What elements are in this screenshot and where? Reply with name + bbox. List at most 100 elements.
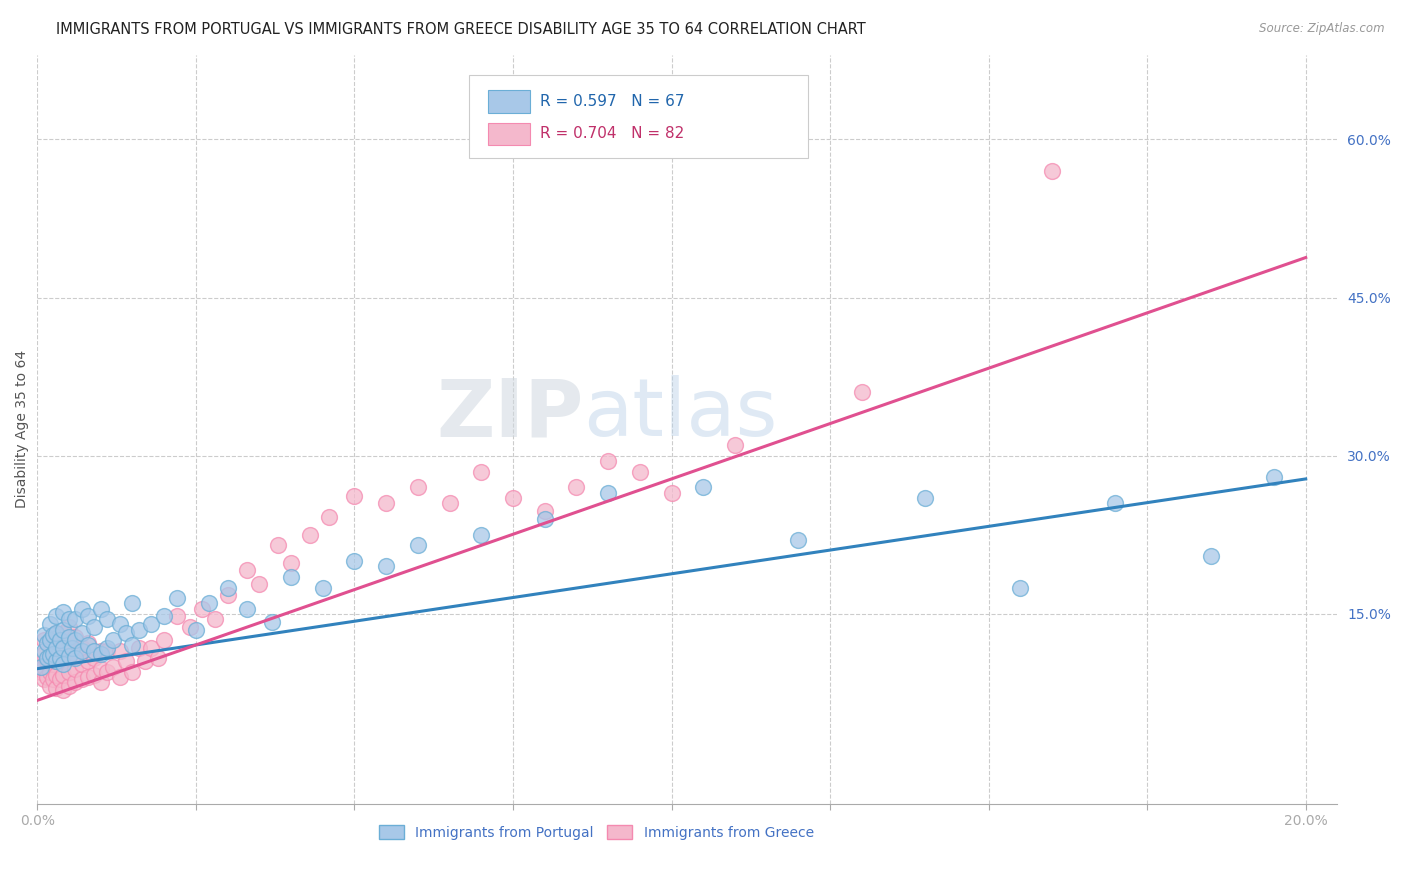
Point xyxy=(42,657,65,672)
Point xyxy=(32,633,55,648)
Point xyxy=(260,615,283,630)
Point xyxy=(191,601,214,615)
Point xyxy=(65,647,87,661)
Point xyxy=(32,628,55,642)
Point xyxy=(58,630,80,644)
Point xyxy=(121,639,143,653)
Point xyxy=(65,630,87,644)
Point xyxy=(724,438,747,452)
Point xyxy=(83,651,105,665)
Point xyxy=(70,644,93,658)
Point xyxy=(217,581,239,595)
Point xyxy=(39,633,62,648)
Point xyxy=(533,503,555,517)
Point xyxy=(197,596,219,610)
Point xyxy=(35,636,58,650)
Point xyxy=(533,512,555,526)
Point xyxy=(39,617,62,632)
Point xyxy=(42,628,65,642)
Point xyxy=(39,651,62,665)
Point xyxy=(108,644,131,658)
Point xyxy=(166,609,188,624)
Point xyxy=(77,609,100,624)
Point xyxy=(406,480,429,494)
Point xyxy=(108,670,131,684)
Point xyxy=(280,570,302,584)
Point xyxy=(58,636,80,650)
Point xyxy=(35,670,58,684)
Text: R = 0.597   N = 67: R = 0.597 N = 67 xyxy=(540,94,685,109)
Point xyxy=(121,665,143,679)
Point xyxy=(502,491,524,505)
Point xyxy=(267,538,290,552)
Point xyxy=(470,465,492,479)
Point xyxy=(96,665,118,679)
Point xyxy=(70,601,93,615)
Point xyxy=(32,644,55,658)
Point xyxy=(52,640,75,655)
Point xyxy=(90,662,112,676)
Point xyxy=(153,633,176,648)
Point xyxy=(39,636,62,650)
Point xyxy=(45,668,67,682)
Point xyxy=(77,654,100,668)
Point xyxy=(103,659,125,673)
Point xyxy=(48,672,70,686)
Point xyxy=(58,619,80,633)
Point xyxy=(45,640,67,655)
Point xyxy=(45,654,67,668)
Point xyxy=(42,672,65,686)
Point xyxy=(52,640,75,655)
Point xyxy=(128,623,150,637)
Point xyxy=(52,668,75,682)
Bar xyxy=(488,90,530,112)
Point xyxy=(692,480,714,494)
Point xyxy=(103,633,125,648)
Point xyxy=(134,654,156,668)
Point xyxy=(598,485,620,500)
Point xyxy=(128,640,150,655)
Point xyxy=(35,654,58,668)
Point xyxy=(312,581,335,595)
Point xyxy=(83,644,105,658)
Point xyxy=(35,651,58,665)
Point xyxy=(65,675,87,690)
Point xyxy=(375,496,398,510)
Point xyxy=(48,651,70,665)
Point xyxy=(661,485,683,500)
Point xyxy=(42,647,65,661)
Point xyxy=(470,528,492,542)
Point xyxy=(65,662,87,676)
Point xyxy=(184,623,207,637)
Point xyxy=(58,612,80,626)
Point xyxy=(628,465,651,479)
Point xyxy=(77,670,100,684)
Point xyxy=(52,625,75,640)
Point xyxy=(30,659,52,673)
Point xyxy=(598,454,620,468)
Point xyxy=(1199,549,1222,563)
Point xyxy=(851,385,873,400)
Point xyxy=(83,619,105,633)
Point xyxy=(65,633,87,648)
Point xyxy=(39,679,62,693)
Point xyxy=(70,657,93,672)
Point xyxy=(65,612,87,626)
Point xyxy=(299,528,322,542)
Point xyxy=(406,538,429,552)
Point xyxy=(70,640,93,655)
Point xyxy=(141,640,163,655)
Point xyxy=(52,654,75,668)
Point xyxy=(45,681,67,695)
Point xyxy=(343,489,366,503)
Point xyxy=(787,533,810,547)
Point xyxy=(30,665,52,679)
Point xyxy=(45,640,67,655)
Y-axis label: Disability Age 35 to 64: Disability Age 35 to 64 xyxy=(15,351,30,508)
Point xyxy=(70,625,93,640)
Point xyxy=(1010,581,1032,595)
Point xyxy=(77,636,100,650)
Text: R = 0.704   N = 82: R = 0.704 N = 82 xyxy=(540,127,685,141)
Point xyxy=(141,617,163,632)
Point xyxy=(60,640,83,655)
